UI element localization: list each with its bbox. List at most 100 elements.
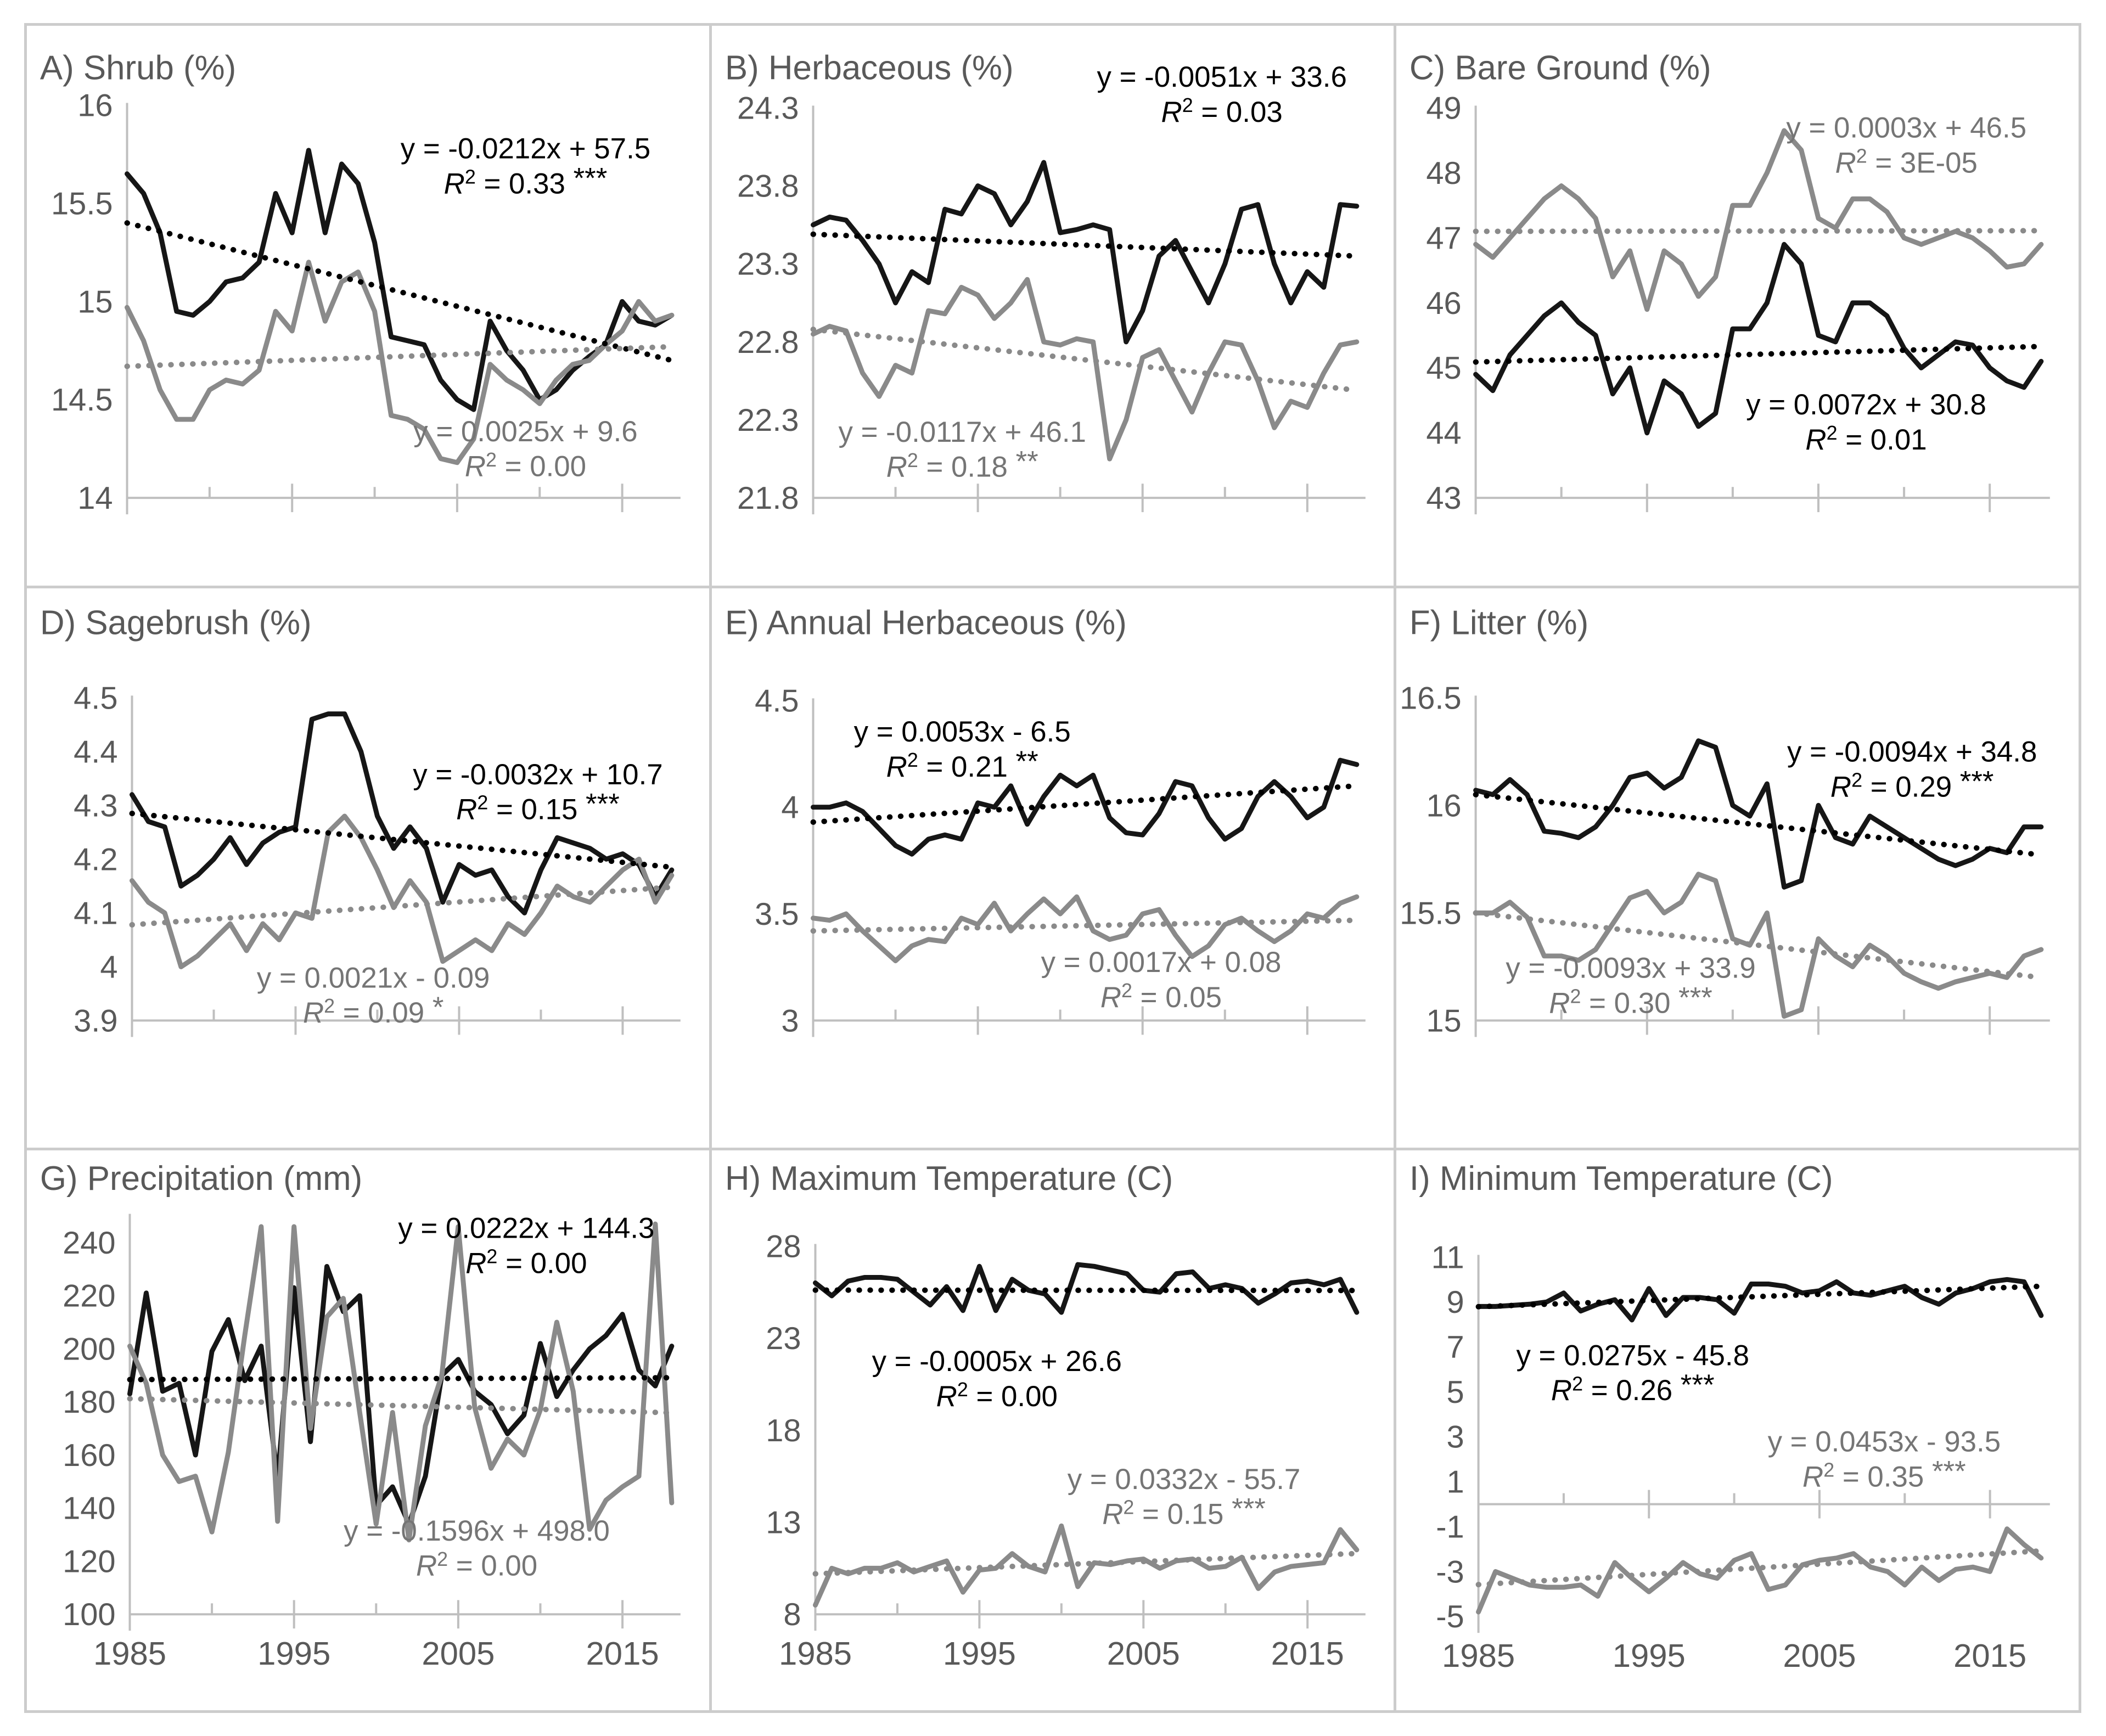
black-trend-line bbox=[1473, 344, 2045, 365]
x-tick-label: 2015 bbox=[1953, 1637, 2026, 1674]
x-tick-label: 1985 bbox=[93, 1635, 166, 1672]
gray-series-line bbox=[1476, 1526, 2044, 1615]
y-tick-label: 9 bbox=[1447, 1285, 1464, 1321]
y-tick-label: 49 bbox=[1427, 91, 1462, 126]
gray-trend-line bbox=[1473, 910, 2045, 980]
y-tick-label: 4.5 bbox=[755, 683, 799, 718]
y-tick-label: 4.1 bbox=[74, 896, 117, 931]
black-series-line bbox=[810, 160, 1359, 345]
black-series-line bbox=[1476, 1277, 2044, 1323]
gray-equation-label: y = -0.0093x + 33.9 bbox=[1506, 952, 1756, 984]
gray-trend-line bbox=[810, 327, 1360, 394]
gray-r2-label: R2 = 0.00 bbox=[465, 449, 586, 483]
y-tick-label: 14 bbox=[77, 481, 113, 516]
gray-r2-label: R2 = 0.05 bbox=[1100, 980, 1222, 1014]
panel-herbaceous: B) Herbaceous (%) 21.8 22.3 22.8 23.3 23.8 24.… bbox=[711, 26, 1394, 586]
y-tick-label: 100 bbox=[63, 1598, 115, 1633]
chart-litter: F) Litter (%) 15 15.5 16 16.5 y = -0.0094x + … bbox=[1400, 604, 2051, 1038]
black-trend-line bbox=[810, 231, 1360, 259]
y-tick-label: 44 bbox=[1427, 416, 1462, 451]
gray-r2-label: R2 = 0.09 * bbox=[303, 991, 443, 1029]
black-equation-label: y = -0.0032x + 10.7 bbox=[413, 759, 662, 791]
y-tick-label: 16 bbox=[77, 88, 113, 123]
gray-trend-line bbox=[127, 1396, 675, 1416]
black-equation-label: y = 0.0222x + 144.3 bbox=[398, 1212, 654, 1245]
y-tick-label: 120 bbox=[63, 1544, 115, 1580]
gray-r2-label: R2 = 0.30 *** bbox=[1549, 981, 1713, 1019]
chart-precipitation: G) Precipitation (mm) 100 120 140 160 180 200 2… bbox=[40, 1160, 681, 1672]
y-tick-label: 14.5 bbox=[51, 383, 113, 418]
panel-title: B) Herbaceous (%) bbox=[725, 49, 1014, 87]
chart-annual-herbaceous: E) Annual Herbaceous (%) 3 3.5 4 4.5 y = 0.00… bbox=[725, 604, 1366, 1038]
gray-equation-label: y = -0.1596x + 498.0 bbox=[344, 1515, 610, 1547]
figure-panel-grid: A) Shrub (%) 14 14.5 15 15.5 16 y = -0.0212x +… bbox=[24, 23, 2081, 1713]
black-series-line bbox=[812, 1262, 1359, 1315]
gray-r2-label: R2 = 0.15 *** bbox=[1102, 1493, 1266, 1531]
y-tick-label: -3 bbox=[1436, 1555, 1464, 1590]
gray-r2-label: R2 = 3E-05 bbox=[1835, 145, 1978, 179]
y-tick-label: 15 bbox=[1427, 1003, 1462, 1038]
gray-equation-label: y = 0.0332x - 55.7 bbox=[1067, 1463, 1300, 1496]
panel-title: D) Sagebrush (%) bbox=[40, 604, 312, 642]
y-tick-label: 3.5 bbox=[755, 897, 799, 932]
y-tick-label: 16.5 bbox=[1400, 681, 1462, 716]
y-tick-label: -5 bbox=[1436, 1600, 1464, 1635]
black-trend-line bbox=[124, 220, 675, 363]
gray-r2-label: R2 = 0.18 ** bbox=[886, 446, 1038, 484]
y-tick-label: 15 bbox=[77, 284, 113, 319]
y-tick-label: 23.3 bbox=[737, 247, 799, 282]
y-tick-label: 48 bbox=[1427, 156, 1462, 191]
x-tick-label: 1995 bbox=[942, 1635, 1015, 1672]
chart-bare-ground: C) Bare Ground (%) 43 44 45 46 47 48 49 y = 0.00… bbox=[1409, 49, 2051, 516]
panel-title: H) Maximum Temperature (C) bbox=[725, 1160, 1173, 1198]
black-trend-line bbox=[1473, 791, 2045, 858]
black-series-line bbox=[127, 1264, 675, 1527]
gray-equation-label: y = 0.0017x + 0.08 bbox=[1041, 946, 1281, 979]
black-r2-label: R2 = 0.00 bbox=[465, 1246, 587, 1280]
black-r2-label: R2 = 0.33 *** bbox=[444, 162, 608, 200]
y-tick-label: 22.8 bbox=[737, 325, 799, 360]
gray-trend-line bbox=[810, 917, 1360, 934]
gray-series-line bbox=[125, 260, 675, 465]
y-tick-label: 22.3 bbox=[737, 403, 799, 438]
gray-series-line bbox=[129, 813, 675, 969]
panel-title: G) Precipitation (mm) bbox=[40, 1160, 362, 1198]
black-r2-label: R2 = 0.03 bbox=[1161, 94, 1282, 128]
black-equation-label: y = -0.0212x + 57.5 bbox=[401, 133, 650, 165]
panel-title: F) Litter (%) bbox=[1409, 604, 1588, 642]
gray-trend-line bbox=[129, 884, 675, 928]
y-tick-label: 21.8 bbox=[737, 481, 799, 516]
y-tick-label: 4 bbox=[781, 790, 799, 825]
y-tick-label: 45 bbox=[1427, 351, 1462, 386]
y-tick-label: 13 bbox=[766, 1505, 801, 1541]
gray-series-line bbox=[1473, 128, 2044, 312]
y-tick-label: 5 bbox=[1447, 1375, 1464, 1410]
y-tick-label: 15.5 bbox=[1400, 896, 1462, 931]
gray-series-line bbox=[1473, 871, 2044, 1019]
black-trend-line bbox=[127, 1375, 675, 1383]
black-equation-label: y = 0.0053x - 6.5 bbox=[853, 716, 1070, 748]
y-tick-label: 47 bbox=[1427, 221, 1462, 256]
black-series-line bbox=[810, 757, 1359, 857]
gray-r2-label: R2 = 0.00 bbox=[416, 1548, 537, 1582]
y-tick-label: 160 bbox=[63, 1438, 115, 1473]
chart-max-temperature: H) Maximum Temperature (C) 8 13 18 23 28 1985 1… bbox=[725, 1160, 1366, 1672]
y-tick-label: 16 bbox=[1427, 788, 1462, 823]
y-tick-label: 7 bbox=[1447, 1330, 1464, 1365]
y-tick-label: 46 bbox=[1427, 286, 1462, 321]
y-tick-label: 18 bbox=[766, 1413, 801, 1448]
y-tick-label: 23.8 bbox=[737, 169, 799, 204]
x-tick-label: 2005 bbox=[1107, 1635, 1180, 1672]
y-tick-label: 11 bbox=[1431, 1240, 1464, 1276]
x-tick-label: 1985 bbox=[1442, 1637, 1515, 1674]
gray-trend-line bbox=[124, 344, 675, 369]
x-tick-label: 1995 bbox=[1613, 1637, 1686, 1674]
black-trend-line bbox=[810, 783, 1360, 825]
gray-trend-line bbox=[1475, 1548, 2045, 1588]
x-tick-label: 2015 bbox=[1271, 1635, 1344, 1672]
gray-equation-label: y = 0.0025x + 9.6 bbox=[413, 415, 637, 448]
y-tick-label: 8 bbox=[783, 1598, 801, 1633]
black-series-line bbox=[1473, 738, 2044, 890]
black-r2-label: R2 = 0.00 bbox=[936, 1379, 1057, 1413]
black-r2-label: R2 = 0.01 bbox=[1806, 422, 1927, 456]
